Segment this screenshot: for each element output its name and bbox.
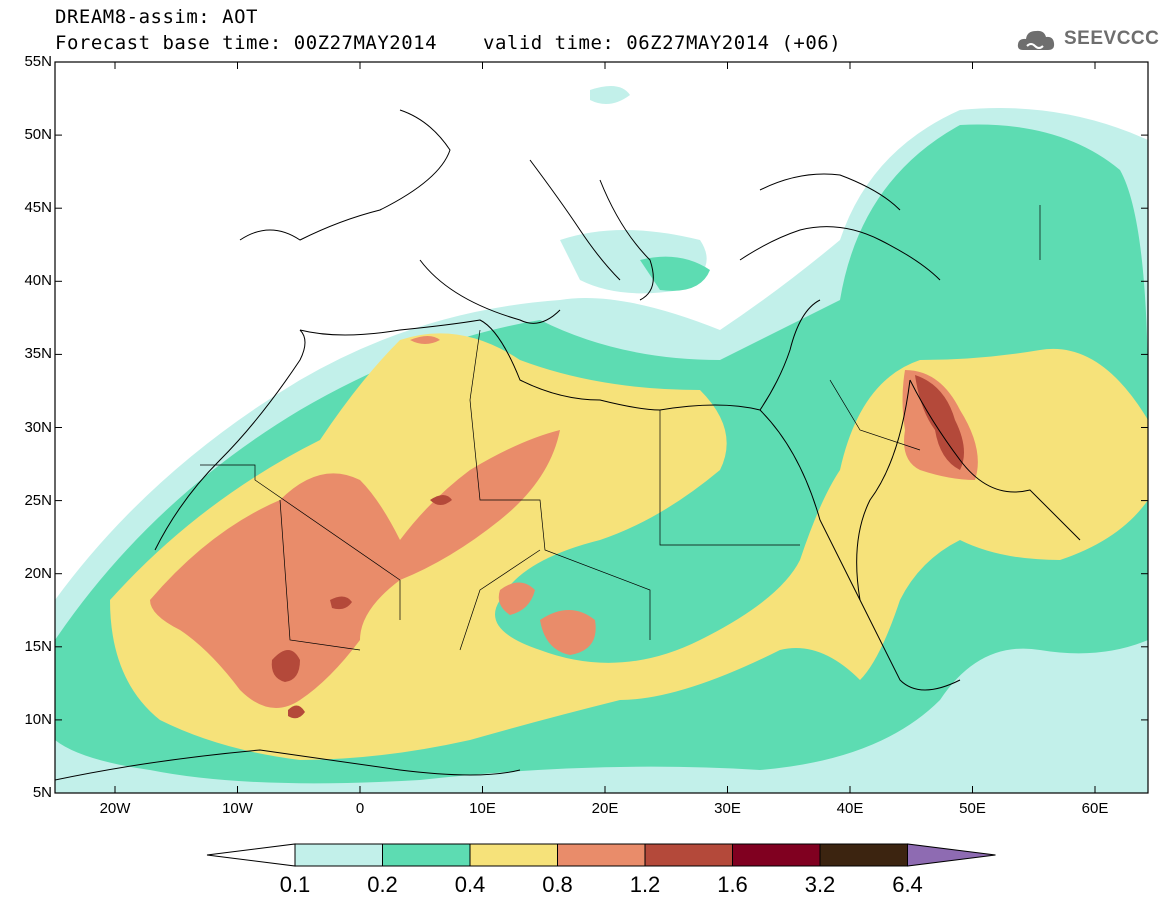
lat-label: 10N	[24, 710, 52, 728]
valid-time: valid time: 06Z27MAY2014 (+06)	[483, 32, 842, 54]
lon-label: 60E	[1081, 800, 1109, 817]
colorbar-box	[644, 843, 733, 867]
lat-label: 40N	[24, 272, 52, 290]
lat-label: 50N	[24, 126, 52, 144]
colorbar-box	[294, 843, 383, 867]
colorbar-over-arrow	[907, 843, 996, 867]
colorbar-label: 0.4	[454, 872, 486, 897]
lat-label: 45N	[24, 199, 52, 217]
colorbar-box	[382, 843, 471, 867]
colorbar-label: 0.2	[367, 872, 398, 897]
lat-label: 35N	[24, 345, 52, 363]
lat-label: 5N	[32, 784, 52, 801]
lat-label: 55N	[24, 53, 52, 70]
lon-label: 30E	[714, 800, 741, 817]
colorbar-label: 0.8	[542, 872, 573, 897]
colorbar-label: 6.4	[892, 872, 923, 897]
lon-label: 10E	[469, 800, 496, 817]
colorbar-label: 1.2	[629, 872, 661, 897]
colorbar-box	[732, 843, 821, 867]
forecast-base-time: Forecast base time: 00Z27MAY2014	[55, 32, 438, 54]
lat-label: 15N	[24, 637, 52, 655]
colorbar-under-arrow	[206, 843, 296, 867]
logo-text: SEEVCCC	[1064, 28, 1160, 49]
coastlines	[55, 109, 1081, 781]
lon-label: 20W	[99, 800, 131, 817]
lon-label: 50E	[959, 800, 986, 817]
lat-ticks	[55, 61, 1148, 794]
country-borders	[200, 205, 1041, 651]
lat-label: 20N	[24, 564, 52, 582]
colorbar-box	[557, 843, 646, 867]
cloud-icon	[1017, 30, 1055, 50]
lon-label: 20E	[591, 800, 619, 817]
lon-label: 0	[355, 800, 365, 817]
colorbar-label: 1.6	[717, 872, 748, 897]
colorbar-box	[819, 843, 908, 867]
lat-label: 25N	[24, 491, 52, 509]
lon-label: 10W	[222, 800, 253, 817]
colorbar-label: 3.2	[804, 872, 836, 897]
lat-label: 30N	[24, 418, 52, 436]
colorbar-box	[469, 843, 558, 867]
aot-shading	[55, 62, 1148, 793]
lon-ticks	[114, 62, 1096, 793]
colorbar-label: 0.1	[279, 872, 311, 897]
lon-label: 40E	[836, 800, 864, 817]
map-title: DREAM8-assim: AOT	[55, 6, 258, 28]
